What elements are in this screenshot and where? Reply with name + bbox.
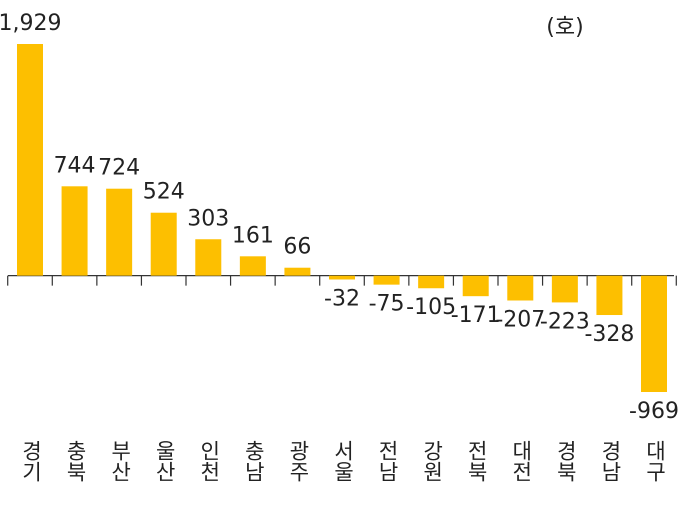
value-label: -207 [495,307,545,332]
bar [507,275,534,301]
x-tick-label: 서울 [331,440,355,482]
value-label: 1,929 [0,11,61,36]
x-tick-label: 경남 [598,440,622,482]
x-tick-label: 강원 [420,440,444,482]
value-label: -105 [406,295,456,320]
value-label: -328 [584,322,634,347]
bar [373,275,400,285]
x-tick-label: 인천 [197,440,221,482]
bar [106,188,133,276]
x-tick-label: 경북 [554,440,578,482]
value-label: 66 [283,235,311,260]
x-tick-label: 충북 [64,440,88,482]
x-tick-label: 대전 [509,440,533,482]
bar [239,256,266,276]
value-label: -32 [324,286,360,311]
bar [61,186,88,276]
value-label: -75 [369,292,405,317]
x-tick-label: 광주 [286,440,310,482]
value-label: -171 [451,303,501,328]
bar [329,275,355,280]
value-label: -969 [629,399,679,424]
bar [596,275,623,316]
unit-label: (호) [546,15,583,40]
value-label: -223 [540,309,590,334]
x-tick-label: 충남 [242,440,266,482]
bar [17,44,43,276]
bar [641,275,667,392]
value-label: 303 [187,206,229,231]
x-tick-label: 울산 [153,440,177,482]
value-label: 724 [98,156,140,181]
bar [462,275,489,297]
value-label: 744 [54,153,96,178]
x-tick-label: 전북 [465,440,489,482]
x-tick-label: 대구 [643,440,667,482]
bar [195,239,222,276]
x-tick-label: 경기 [19,440,43,482]
x-tick-label: 전남 [376,440,400,482]
x-tick-label: 부산 [108,440,132,482]
bar [284,267,311,276]
bar [418,275,445,289]
bar [150,212,177,276]
value-label: 161 [232,223,274,248]
value-label: 524 [143,180,185,205]
bar [551,275,578,303]
